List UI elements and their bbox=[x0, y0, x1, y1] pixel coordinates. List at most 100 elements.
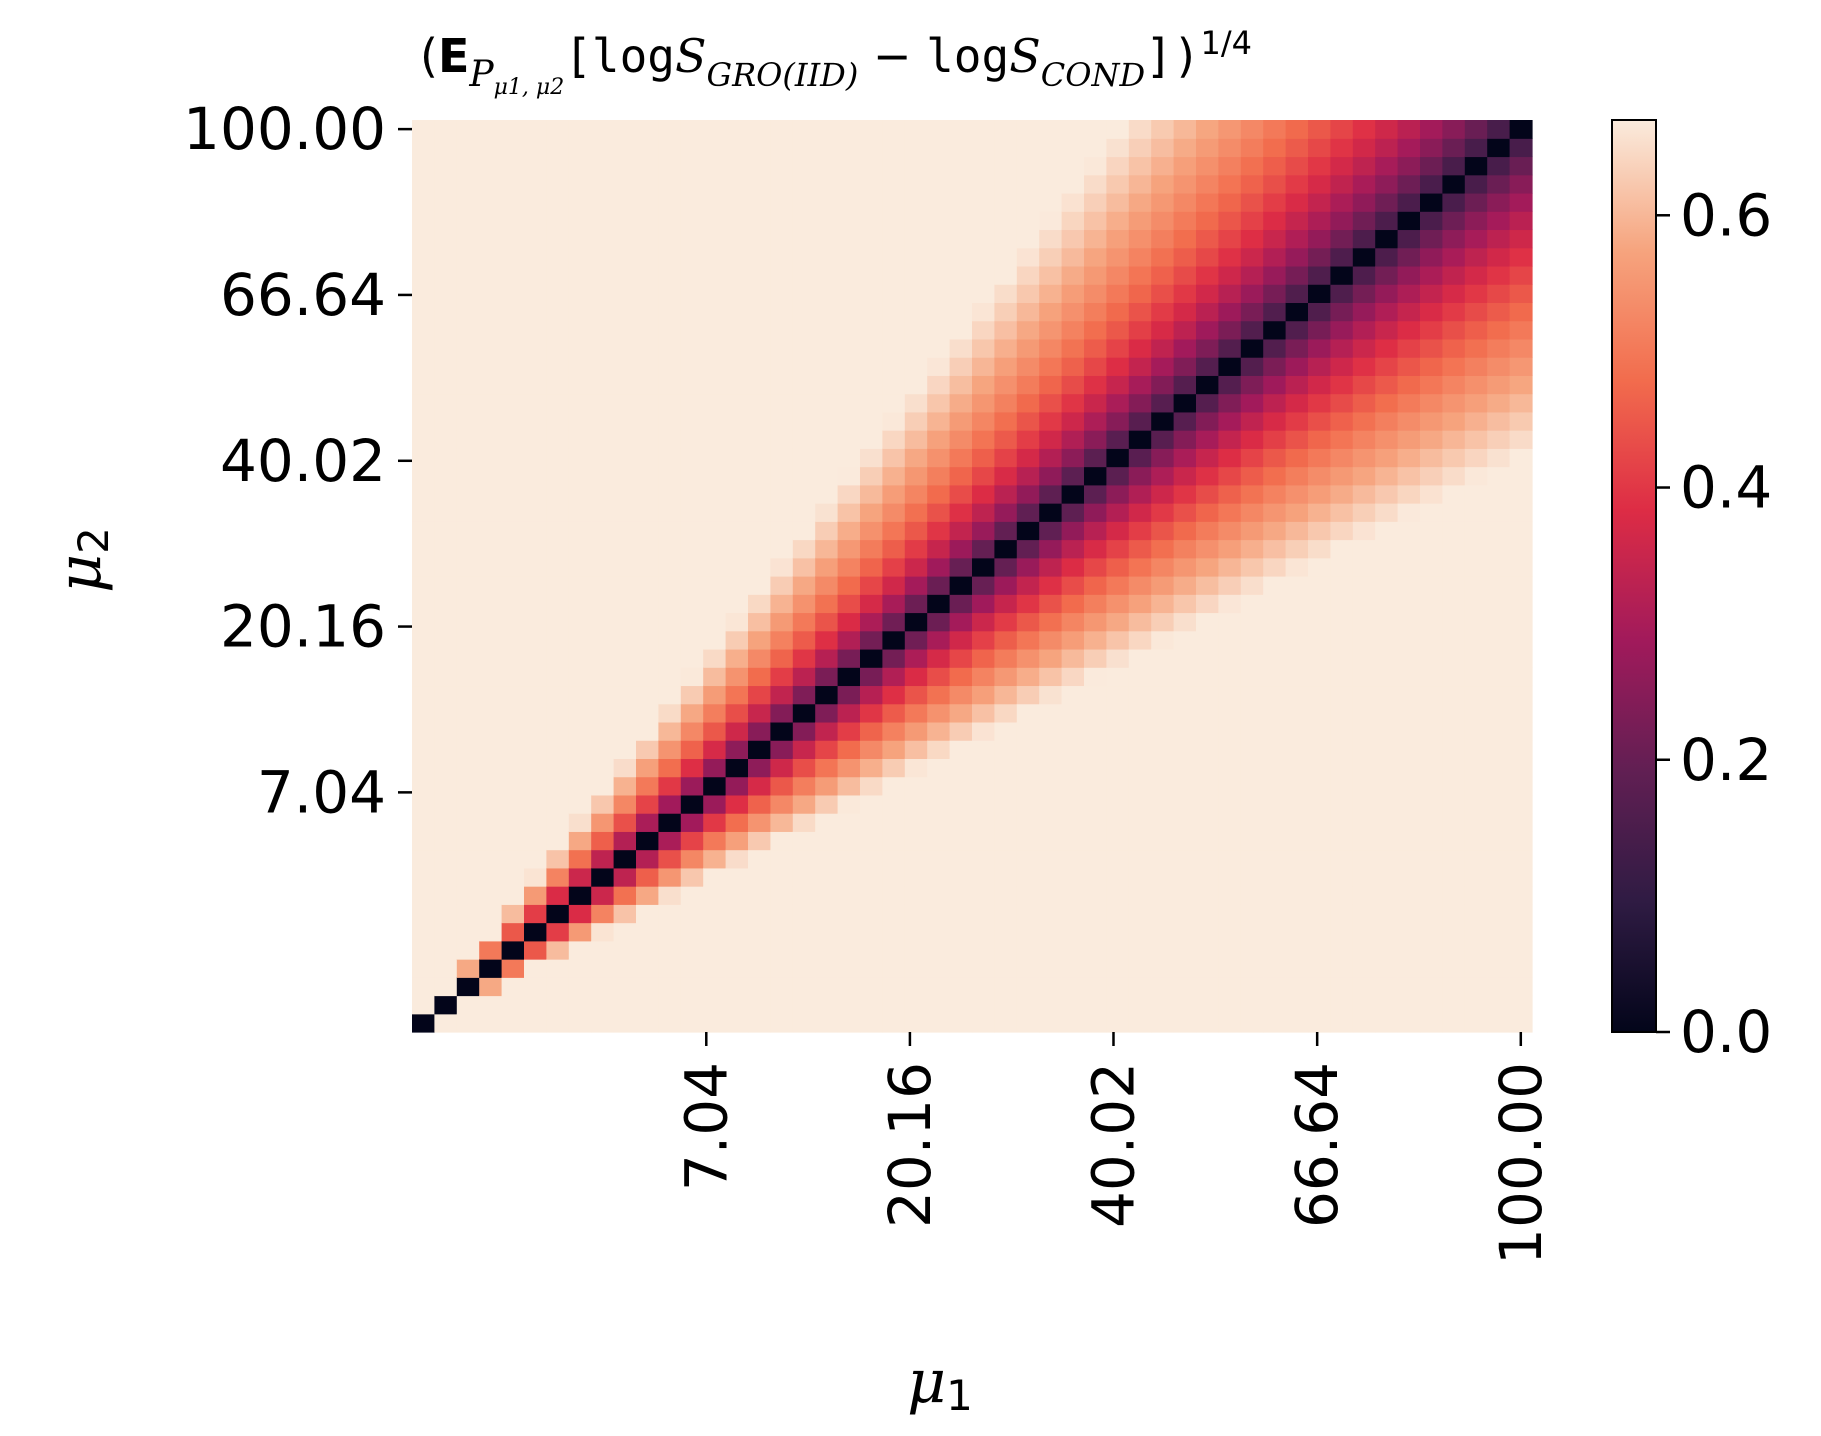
x-axis-label: μ1 bbox=[907, 1347, 973, 1420]
heatmap-cell bbox=[524, 995, 547, 1015]
heatmap-cell bbox=[1218, 667, 1242, 687]
heatmap-cell bbox=[501, 557, 525, 577]
heatmap-cell bbox=[994, 703, 1018, 723]
heatmap-cell bbox=[748, 338, 771, 358]
heatmap-cell bbox=[860, 959, 883, 978]
heatmap-cell bbox=[972, 794, 995, 814]
heatmap-cell bbox=[927, 120, 951, 139]
heatmap-cell bbox=[1016, 904, 1040, 924]
heatmap-cell bbox=[972, 466, 995, 486]
heatmap-cell bbox=[1487, 959, 1511, 978]
heatmap-cell bbox=[613, 120, 637, 139]
heatmap-cell bbox=[837, 776, 861, 796]
heatmap-cell bbox=[1218, 174, 1242, 194]
heatmap-cell bbox=[412, 721, 435, 741]
heatmap-cell bbox=[725, 192, 749, 212]
heatmap-cell bbox=[658, 393, 682, 413]
heatmap-cell bbox=[1308, 503, 1331, 522]
heatmap-cell bbox=[1375, 192, 1399, 212]
heatmap-cell bbox=[1487, 612, 1511, 632]
heatmap-cell bbox=[748, 120, 771, 139]
heatmap-cell bbox=[636, 959, 659, 978]
heatmap-cell bbox=[1308, 466, 1331, 486]
heatmap-cell bbox=[636, 484, 659, 504]
heatmap-cell bbox=[479, 484, 503, 504]
heatmap-cell bbox=[1151, 831, 1175, 851]
heatmap-cell bbox=[412, 594, 435, 614]
heatmap-cell bbox=[837, 758, 861, 778]
heatmap-cell bbox=[1039, 959, 1063, 978]
heatmap-cell bbox=[1173, 959, 1197, 978]
heatmap-cell bbox=[1173, 667, 1197, 687]
heatmap-cell bbox=[456, 120, 480, 139]
heatmap-cell bbox=[1084, 503, 1107, 522]
heatmap-cell bbox=[636, 211, 659, 231]
heatmap-cell bbox=[949, 612, 973, 632]
heatmap-cell bbox=[591, 904, 615, 924]
heatmap-cell bbox=[546, 1013, 570, 1033]
heatmap-cell bbox=[546, 685, 570, 705]
heatmap-cell bbox=[524, 521, 547, 541]
heatmap-cell bbox=[1061, 338, 1085, 358]
y-tick-label: 7.04 bbox=[257, 758, 386, 826]
heatmap-cell bbox=[1039, 484, 1063, 504]
heatmap-cell bbox=[1420, 867, 1443, 887]
heatmap-cell bbox=[1218, 721, 1242, 741]
heatmap-cell bbox=[703, 867, 727, 887]
heatmap-cell bbox=[1173, 721, 1197, 741]
heatmap-cell bbox=[1016, 740, 1040, 759]
heatmap-cell bbox=[1487, 557, 1511, 577]
heatmap-cell bbox=[904, 120, 928, 139]
heatmap-cell bbox=[1240, 685, 1264, 705]
heatmap-cell bbox=[1352, 338, 1376, 358]
heatmap-cell bbox=[1128, 648, 1152, 668]
heatmap-cell bbox=[412, 320, 435, 340]
heatmap-cell bbox=[703, 630, 727, 650]
heatmap-cell bbox=[748, 813, 771, 832]
heatmap-cell bbox=[1285, 758, 1309, 778]
heatmap-cell bbox=[815, 940, 839, 960]
heatmap-cell bbox=[725, 685, 749, 705]
heatmap-cell bbox=[1330, 393, 1354, 413]
heatmap-cell bbox=[1263, 904, 1287, 924]
heatmap-cell bbox=[479, 813, 503, 832]
heatmap-cell bbox=[972, 338, 995, 358]
heatmap-cell bbox=[412, 648, 435, 668]
heatmap-cell bbox=[1420, 284, 1443, 303]
heatmap-cell bbox=[680, 685, 704, 705]
heatmap-cell bbox=[1509, 320, 1533, 340]
heatmap-cell bbox=[591, 648, 615, 668]
heatmap-cell bbox=[501, 211, 525, 231]
heatmap-cell bbox=[1016, 794, 1040, 814]
heatmap-cell bbox=[546, 338, 570, 358]
heatmap-cell bbox=[1509, 740, 1533, 759]
heatmap-cell bbox=[1084, 411, 1107, 431]
heatmap-cell bbox=[1151, 357, 1175, 376]
heatmap-cell bbox=[1464, 539, 1488, 559]
heatmap-cell bbox=[479, 831, 503, 851]
heatmap-cell bbox=[1016, 849, 1040, 869]
heatmap-cell bbox=[479, 904, 503, 924]
heatmap-cell bbox=[1039, 813, 1063, 832]
heatmap-cell bbox=[770, 521, 794, 541]
heatmap-cell bbox=[1106, 211, 1130, 231]
heatmap-cell bbox=[1352, 685, 1376, 705]
heatmap-cell bbox=[1084, 1013, 1107, 1033]
heatmap-cell bbox=[748, 886, 771, 905]
heatmap-cell bbox=[1397, 703, 1421, 723]
heatmap-cell bbox=[725, 813, 749, 832]
heatmap-cell bbox=[546, 831, 570, 851]
heatmap-cell bbox=[613, 667, 637, 687]
heatmap-cell bbox=[1151, 503, 1175, 522]
heatmap-cell bbox=[546, 484, 570, 504]
heatmap-cell bbox=[949, 357, 973, 376]
heatmap-cell bbox=[792, 156, 816, 176]
heatmap-cell bbox=[456, 831, 480, 851]
heatmap-cell bbox=[725, 411, 749, 431]
heatmap-cell bbox=[434, 557, 458, 577]
heatmap-cell bbox=[1397, 995, 1421, 1015]
heatmap-cell bbox=[792, 1013, 816, 1033]
heatmap-cell bbox=[1464, 1013, 1488, 1033]
heatmap-cell bbox=[658, 886, 682, 905]
